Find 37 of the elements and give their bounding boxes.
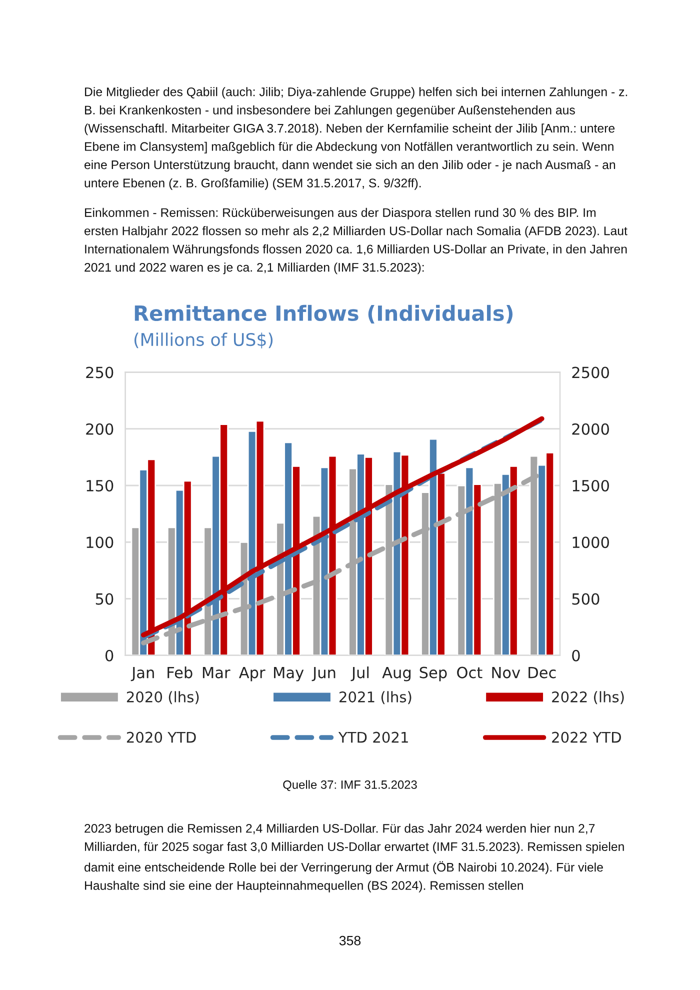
x-tick-label: Mar: [202, 666, 230, 678]
chart-title: Remittance Inflows (Individuals): [134, 304, 513, 324]
chart-subtitle: (Millions of US$): [134, 332, 273, 348]
legend-label: 2020 (lhs): [126, 691, 199, 704]
x-tick-label: Jan: [130, 666, 154, 682]
x-tick-label: Jun: [312, 666, 336, 682]
y2-tick-label: 2500: [572, 366, 609, 378]
y-tick-label: 100: [86, 536, 114, 548]
legend-label: 2021 (lhs): [340, 691, 412, 704]
x-tick-label: Nov: [492, 666, 520, 678]
x-tick-label: May: [274, 666, 304, 682]
text: Die Mitglieder des Qabiil (auch: Jilib; Diya-zahlende Gruppe) helfen sich bei internen Zahlungen - z. B. bei Krankenkosten - und insbesondere bei Zahlungen gegenüber Außenstehenden aus (Wissenschaftl. Mitarbeiter GIGA 3.7.2018). Neben der Kernfamilie scheint der Jilib [Anm.: untere Ebene im Clansystem] maßgeblich für die Abdeckung von Notfällen verantwortlich zu sein. Wenn eine Person Unterstützung braucht, dann wendet sie sich an den Jilib oder - je nach Ausmaß - an untere Ebenen (z. B. Großfamilie) (SEM 31.5.2017, S. 9/32ff).: [84, 87, 628, 190]
x-tick-label: Oct: [457, 666, 482, 678]
y-tick-label: 0: [105, 650, 114, 662]
legend-label: YTD 2021: [338, 732, 408, 743]
y2-tick-label: 500: [572, 593, 600, 605]
legend-label: 2022 (lhs): [552, 691, 624, 704]
text: Einkommen - Remissen: Rücküberweisungen aus der Diaspora stellen rund 30 % des BIP. Im ersten Halbjahr 2022 flossen so mehr als 2,2 Milliarden US-Dollar nach Somalia (AFDB 2023). Laut Internationalem Währungsfonds flossen 2020 ca. 1,6 Milliarden US-Dollar an Private, in den Jahren 2021 und 2022 waren es je ca. 2,1 Milliarden (IMF 31.5.2023):: [84, 208, 628, 274]
text: 2023 betrugen die Remissen 2,4 Milliarden US-Dollar. Für das Jahr 2024 werden hier nun 2,7 Milliarden, für 2025 sogar fast 3,0 Milliarden US-Dollar erwartet (IMF 31.5.2023). Remissen spielen damit eine entscheidende Rolle bei der Verringerung der Armut (ÖB Nairobi 10.2024). Für viele Haushalte sind sie eine der Haupteinnahmequellen (BS 2024). Remissen stellen: [84, 824, 624, 892]
source-note: Quelle 37: IMF 31.5.2023: [283, 780, 417, 792]
y-tick-label: 150: [86, 480, 114, 492]
y2-tick-label: 2000: [572, 423, 609, 435]
y2-tick-label: 1500: [572, 480, 609, 492]
y2-tick-label: 1000: [572, 536, 609, 548]
y2-tick-label: 0: [572, 650, 580, 662]
x-tick-label: Dec: [528, 666, 556, 678]
y-tick-label: 200: [86, 423, 114, 435]
x-tick-label: Sep: [420, 666, 447, 682]
legend-label: 2022 YTD: [552, 732, 621, 743]
y-tick-label: 250: [86, 366, 114, 378]
x-tick-label: Aug: [382, 666, 411, 682]
x-tick-label: Apr: [238, 666, 266, 682]
y-tick-label: 50: [96, 593, 114, 605]
x-tick-label: Feb: [168, 666, 192, 678]
text: 358: [339, 936, 361, 946]
legend-label: 2020 YTD: [126, 732, 196, 743]
x-tick-label: Jul: [350, 666, 369, 682]
